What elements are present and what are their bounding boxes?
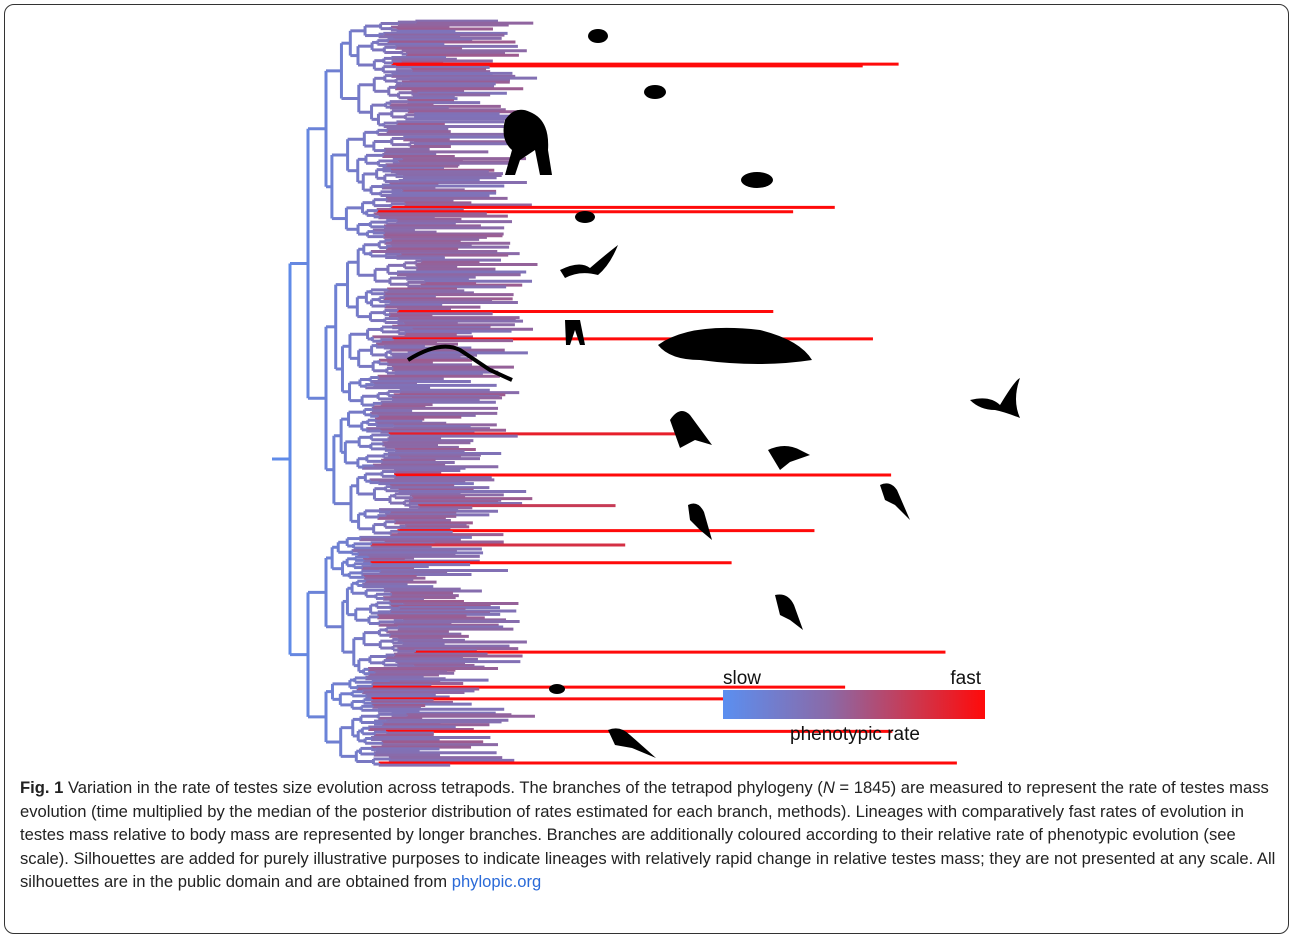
silhouette: [575, 211, 595, 223]
figure-caption: Fig. 1 Variation in the rate of testes s…: [20, 776, 1278, 894]
silhouette: [565, 320, 585, 345]
legend-low: slow: [723, 668, 761, 689]
silhouette: [504, 110, 552, 175]
rate-scale: [723, 690, 985, 719]
phylogeny-figure: slow fast phenotypic rate: [0, 0, 1293, 772]
legend-high: fast: [950, 668, 981, 689]
caption-link[interactable]: phylopic.org: [452, 872, 541, 891]
silhouette: [588, 29, 608, 43]
silhouette: [970, 378, 1020, 418]
page: slow fast phenotypic rate Fig. 1 Variati…: [0, 0, 1293, 938]
silhouette: [644, 85, 666, 99]
caption-symbol: N: [823, 778, 835, 797]
silhouette: [549, 684, 565, 694]
caption-label: Fig. 1: [20, 778, 63, 797]
silhouette: [768, 446, 810, 470]
silhouette: [688, 504, 712, 540]
legend-title: phenotypic rate: [790, 724, 920, 745]
silhouette: [741, 172, 773, 188]
tree: [272, 21, 957, 765]
caption-text: Variation in the rate of testes size evo…: [68, 778, 823, 797]
silhouette: [775, 594, 803, 630]
silhouette: [560, 245, 618, 278]
silhouette: [880, 483, 910, 520]
silhouette: [658, 328, 812, 364]
silhouette: [670, 411, 712, 448]
